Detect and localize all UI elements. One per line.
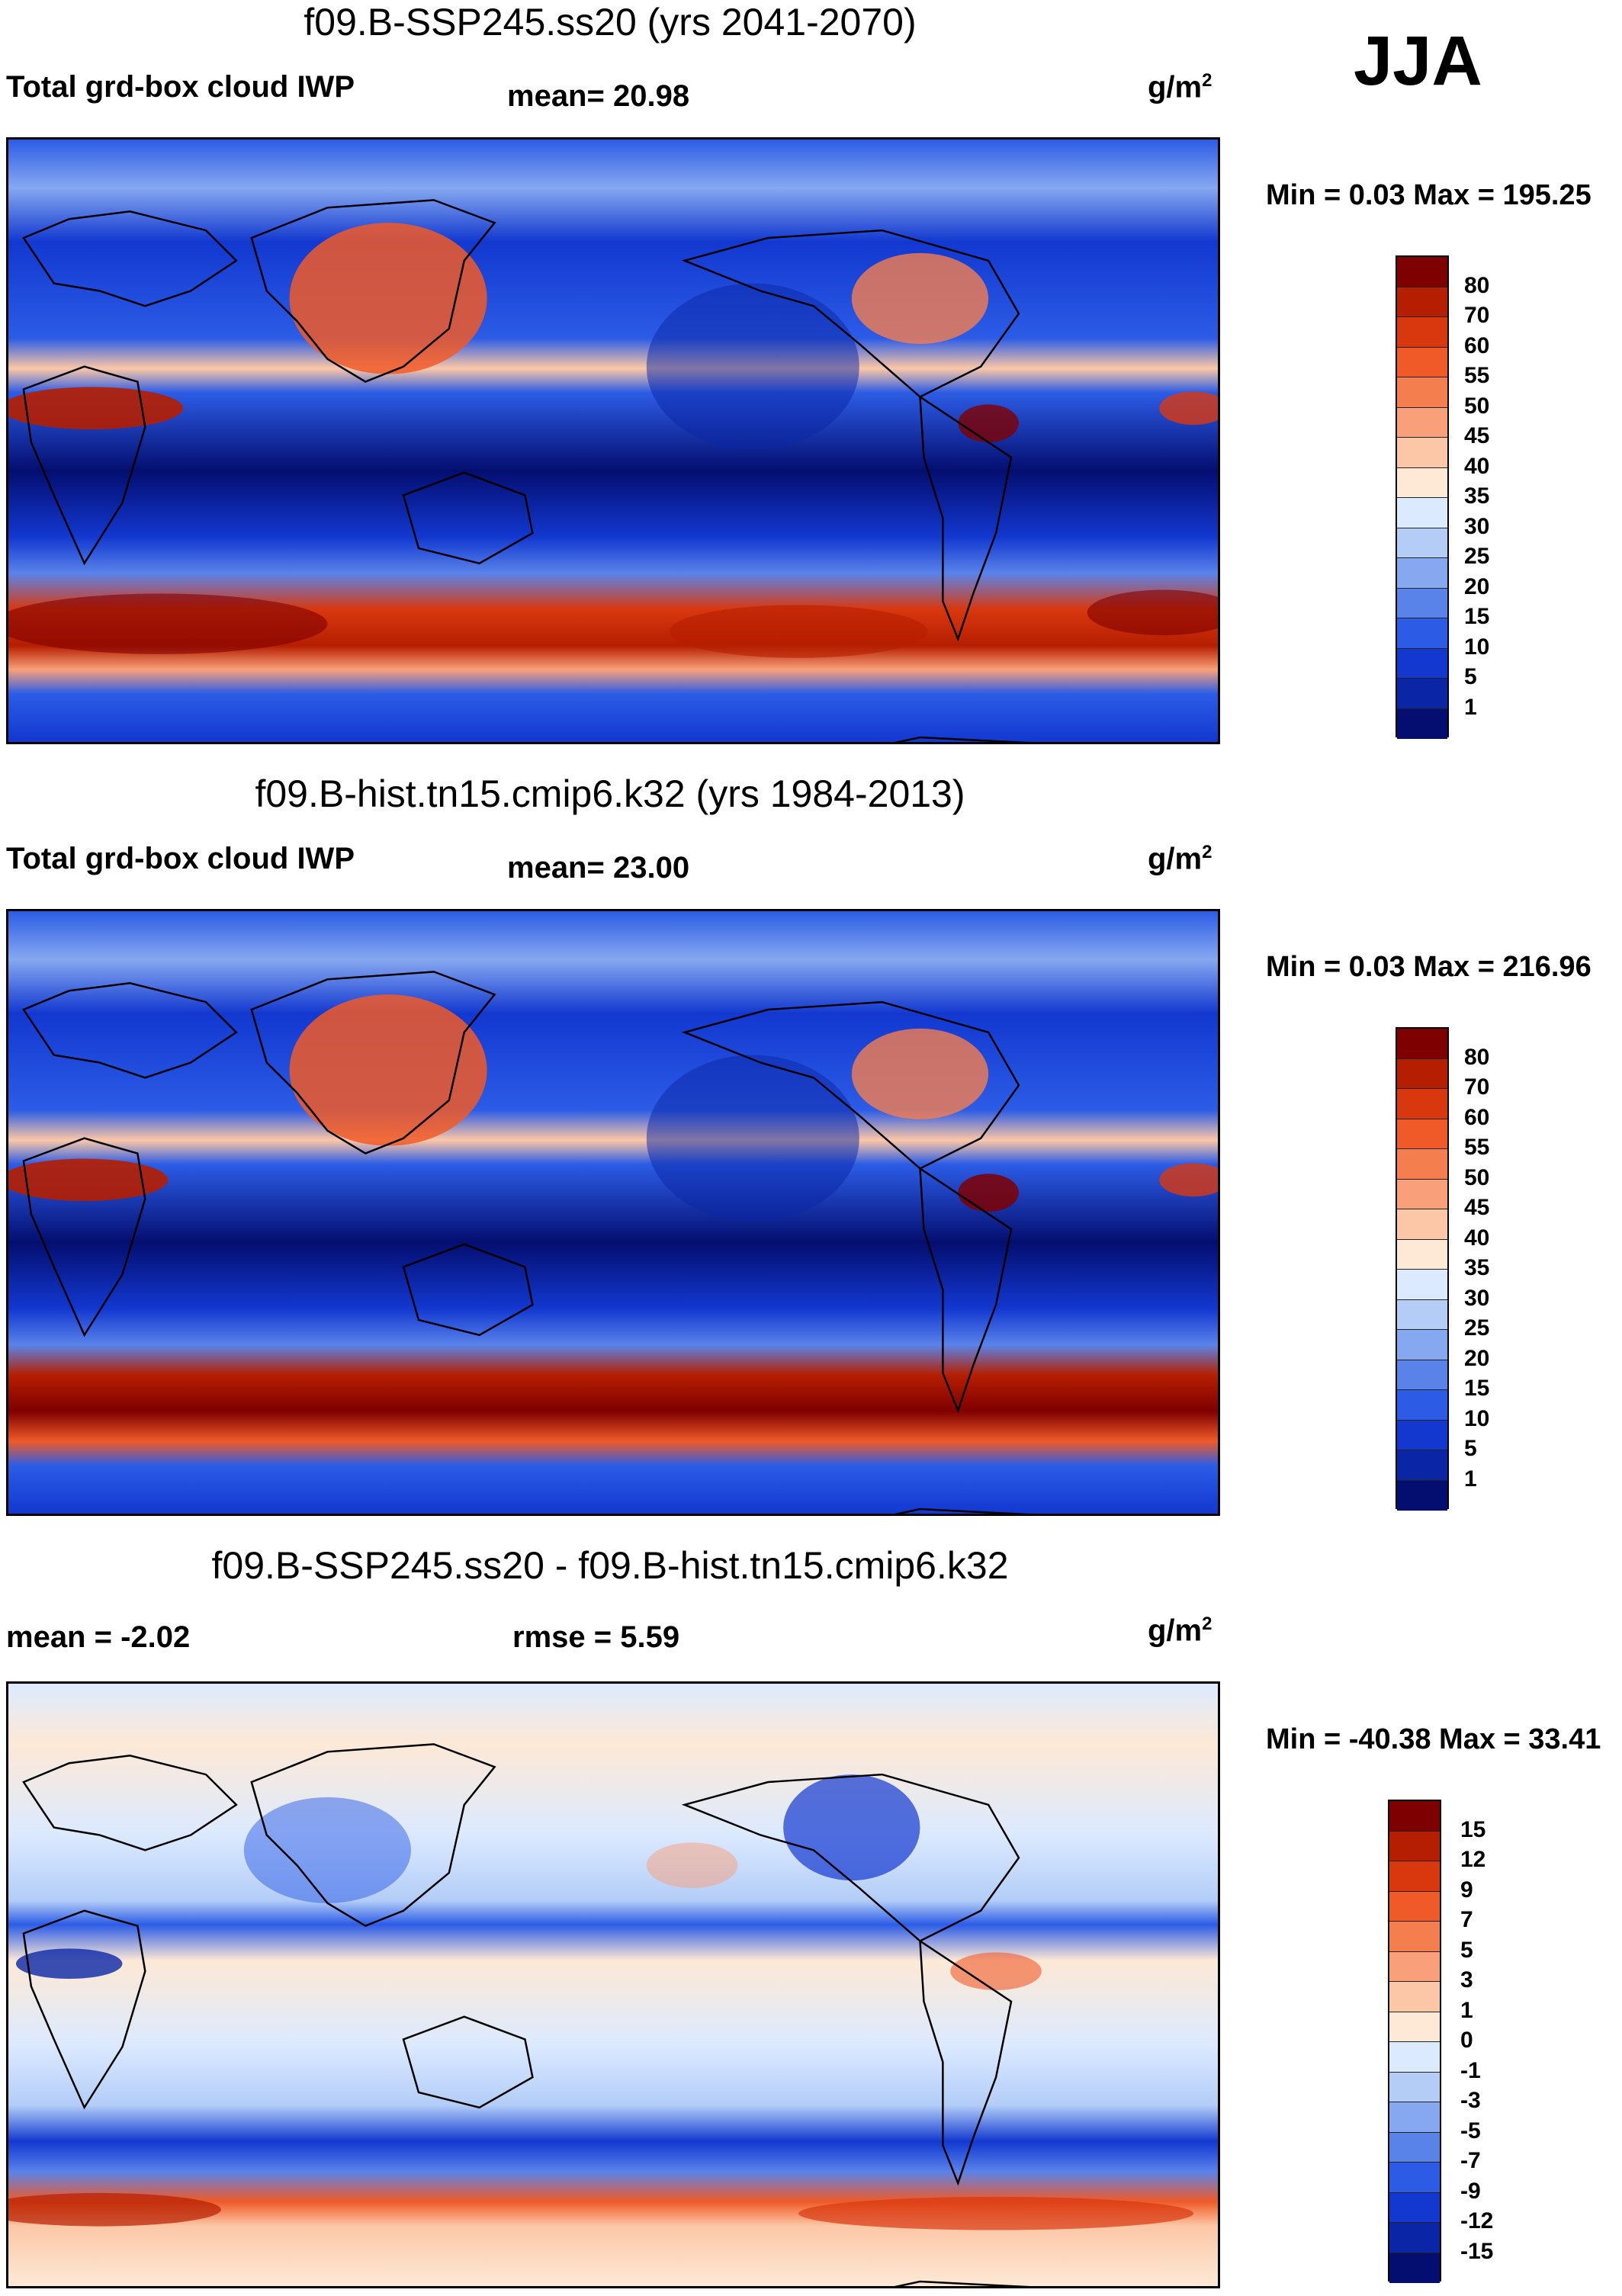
colorbar-tick-label: 5: [1464, 1436, 1477, 1461]
colorbar-tick-label: 80: [1464, 1045, 1490, 1070]
colorbar-tick-label: 20: [1464, 1346, 1490, 1371]
colorbar-tick-label: 20: [1464, 574, 1490, 599]
colorbar-tick-label: -3: [1460, 2088, 1481, 2113]
panel2-map: [6, 909, 1220, 1516]
colorbar-tick-label: 5: [1460, 1938, 1473, 1963]
panel3-minmax: Min = -40.38 Max = 33.41: [1266, 1723, 1601, 1755]
panel1-units: g/m2: [1148, 70, 1212, 104]
colorbar-tick-label: 45: [1464, 1195, 1490, 1220]
colorbar-tick-label: 1: [1464, 1466, 1477, 1492]
colorbar-tick-label: 70: [1464, 303, 1490, 328]
colorbar-tick-label: 15: [1464, 1376, 1490, 1401]
colorbar-tick-label: -5: [1460, 2118, 1481, 2143]
colorbar-tick-label: -1: [1460, 2058, 1481, 2083]
panel2-title: f09.B-hist.tn15.cmip6.k32 (yrs 1984-2013…: [255, 772, 965, 815]
colorbar-tick-label: 5: [1464, 664, 1477, 689]
panel3-rmse: rmse = 5.59: [512, 1620, 680, 1654]
colorbar-tick-label: 80: [1464, 273, 1490, 298]
colorbar-tick-label: 45: [1464, 423, 1490, 448]
colorbar-tick-label: 7: [1460, 1907, 1473, 1932]
colorbar-tick-label: 70: [1464, 1074, 1490, 1100]
panel2-units: g/m2: [1148, 842, 1212, 876]
colorbar-tick-label: 1: [1464, 695, 1477, 720]
colorbar-tick-label: -9: [1460, 2179, 1481, 2204]
colorbar-tick-label: 3: [1460, 1967, 1473, 1993]
panel3-mean: mean = -2.02: [6, 1620, 191, 1654]
colorbar-tick-label: 30: [1464, 514, 1490, 539]
panel2-mean: mean= 23.00: [507, 851, 690, 885]
colorbar-tick-label: 10: [1464, 634, 1490, 660]
colorbar-tick-label: 50: [1464, 393, 1490, 419]
colorbar-tick-label: 50: [1464, 1165, 1490, 1190]
panel3-units: g/m2: [1148, 1614, 1212, 1648]
panel2-minmax: Min = 0.03 Max = 216.96: [1266, 951, 1591, 983]
colorbar-tick-label: 25: [1464, 1315, 1490, 1341]
panel3-map: [6, 1681, 1220, 2288]
colorbar-tick-label: 25: [1464, 544, 1490, 569]
season-label: JJA: [1354, 22, 1482, 100]
colorbar-tick-label: 40: [1464, 1225, 1490, 1251]
panel1-map: [6, 137, 1220, 744]
colorbar-tick-label: 35: [1464, 483, 1490, 509]
colorbar-tick-label: 55: [1464, 1135, 1490, 1160]
colorbar-tick-label: 15: [1464, 604, 1490, 629]
colorbar-tick-label: 60: [1464, 1105, 1490, 1130]
colorbar-tick-label: 0: [1460, 2028, 1473, 2053]
colorbar-tick-label: 35: [1464, 1255, 1490, 1280]
panel1-title: f09.B-SSP245.ss20 (yrs 2041-2070): [304, 1, 917, 43]
panel2-colorbar: [1396, 1027, 1449, 1511]
panel1-colorbar: [1396, 255, 1449, 739]
colorbar-tick-label: 40: [1464, 454, 1490, 479]
colorbar-tick-label: -15: [1460, 2239, 1494, 2264]
colorbar-tick-label: 10: [1464, 1406, 1490, 1431]
colorbar-tick-label: -7: [1460, 2148, 1481, 2173]
panel1-variable-label: Total grd-box cloud IWP: [6, 70, 355, 104]
panel2-variable-label: Total grd-box cloud IWP: [6, 842, 355, 875]
colorbar-tick-label: 15: [1460, 1817, 1486, 1842]
panel1-minmax: Min = 0.03 Max = 195.25: [1266, 179, 1591, 211]
colorbar-tick-label: 9: [1460, 1877, 1473, 1903]
panel1-mean: mean= 20.98: [507, 79, 690, 113]
colorbar-tick-label: -12: [1460, 2208, 1494, 2233]
colorbar-tick-label: 60: [1464, 333, 1490, 358]
panel3-colorbar: [1388, 1800, 1441, 2283]
panel3-title: f09.B-SSP245.ss20 - f09.B-hist.tn15.cmip…: [211, 1544, 1009, 1587]
colorbar-tick-label: 12: [1460, 1847, 1486, 1872]
colorbar-tick-label: 30: [1464, 1286, 1490, 1311]
colorbar-tick-label: 55: [1464, 363, 1490, 388]
colorbar-tick-label: 1: [1460, 1998, 1473, 2023]
